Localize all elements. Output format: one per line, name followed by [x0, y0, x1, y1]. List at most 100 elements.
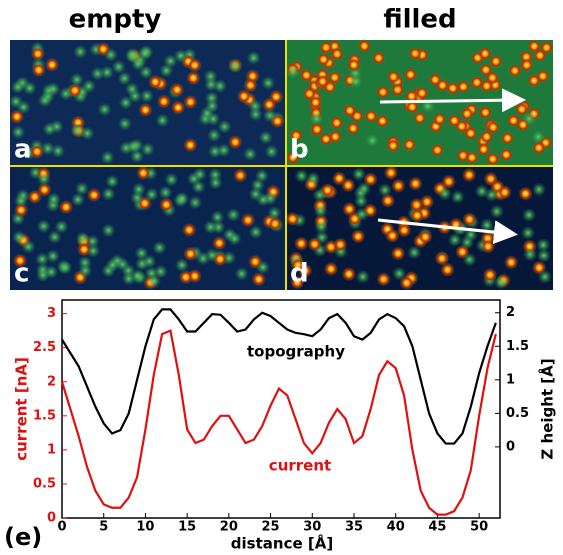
stm-dot [45, 249, 60, 264]
stm-dot [319, 40, 334, 55]
stm-dot [147, 273, 162, 288]
stm-dot [518, 186, 533, 201]
stm-dot [380, 193, 395, 208]
stm-dot [365, 133, 380, 148]
stm-dot [138, 102, 153, 117]
stm-dot [391, 246, 406, 261]
panel-label: b [290, 135, 309, 165]
stm-dot [35, 252, 50, 267]
stm-dot [101, 186, 116, 201]
stm-dot [342, 103, 357, 118]
stm-dot [403, 67, 418, 82]
stm-dot [371, 50, 386, 65]
stm-dot [170, 82, 185, 97]
stm-dot [208, 144, 223, 159]
y-tick-label: 0.5 [33, 476, 56, 491]
stm-dot [87, 188, 102, 203]
stm-dot [36, 172, 51, 187]
stm-dot [309, 111, 324, 126]
stm-dot [243, 78, 258, 93]
stm-dot [386, 138, 401, 153]
stm-dot [520, 225, 535, 240]
stm-dot [139, 89, 154, 104]
stm-dot [30, 144, 45, 159]
stm-dot [251, 272, 266, 287]
stm-dot [313, 203, 328, 218]
stm-dot [390, 82, 405, 97]
y2-tick-label: 1.5 [506, 339, 529, 354]
stm-dot [192, 167, 207, 182]
stm-dot [243, 147, 258, 162]
stm-dot [415, 86, 430, 101]
series-annotation: current [269, 457, 331, 475]
stm-dot [248, 254, 263, 269]
stm-dot [385, 228, 400, 243]
stm-dot [27, 189, 42, 204]
stm-dot [412, 111, 427, 126]
stm-dot [376, 272, 391, 287]
y-tick-label: 3 [47, 306, 56, 321]
stm-dot [489, 204, 504, 219]
stm-dot [324, 261, 339, 276]
stm-dot [437, 186, 452, 201]
stm-dot [289, 128, 304, 143]
stm-dot [164, 172, 179, 187]
stm-dot [11, 125, 26, 140]
stm-dot [383, 165, 398, 180]
stm-dot [188, 195, 203, 210]
stm-dot [51, 143, 66, 158]
stm-dot [12, 230, 27, 245]
stm-dot [447, 232, 462, 247]
y-tick-label: 2.5 [33, 340, 56, 355]
stm-dot [319, 132, 334, 147]
stm-dot [175, 191, 190, 206]
stm-dot [342, 202, 357, 217]
stm-dot [137, 46, 152, 61]
stm-dot [500, 131, 515, 146]
stm-dot [357, 181, 372, 196]
y-axis-label: current [nA] [13, 357, 31, 461]
stm-dot [434, 251, 449, 266]
stm-dot [386, 69, 401, 84]
stm-dot [346, 57, 361, 72]
stm-dot [531, 140, 546, 155]
stm-dot [419, 194, 434, 209]
stm-dot [464, 150, 479, 165]
stm-dot [178, 270, 193, 285]
y2-axis-label: Z height [Å] [538, 358, 557, 459]
stm-dot [159, 197, 174, 212]
stm-dot [432, 112, 447, 127]
stm-dot [36, 219, 51, 234]
stm-dot [131, 56, 146, 71]
stm-dot [302, 86, 317, 101]
panel-title: filled [383, 5, 456, 35]
stm-dot [532, 182, 547, 197]
stm-dot [118, 95, 133, 110]
stm-dot [78, 263, 93, 278]
stm-dot [70, 192, 85, 207]
stm-dot [248, 225, 263, 240]
stm-dot [493, 275, 508, 290]
x-tick-label: 0 [57, 520, 66, 535]
x-tick-label: 30 [303, 520, 321, 535]
stm-dot [481, 239, 496, 254]
stm-dot [476, 142, 491, 157]
stm-dot [140, 142, 155, 157]
stm-dot [187, 58, 202, 73]
stm-dot [46, 192, 61, 207]
stm-dot [309, 122, 324, 137]
stm-dot [460, 106, 475, 121]
stm-dot [131, 182, 146, 197]
stm-dot [54, 219, 69, 234]
y2-tick-label: 0.5 [506, 406, 529, 421]
panel-label: c [14, 259, 29, 289]
stm-dot [58, 260, 73, 275]
stm-dot [479, 79, 494, 94]
stm-dot [290, 275, 305, 290]
stm-dot [479, 129, 494, 144]
stm-dot [478, 46, 493, 61]
stm-dot [447, 113, 462, 128]
stm-dot [519, 58, 534, 73]
stm-dot [77, 242, 92, 257]
stm-dot [405, 100, 420, 115]
